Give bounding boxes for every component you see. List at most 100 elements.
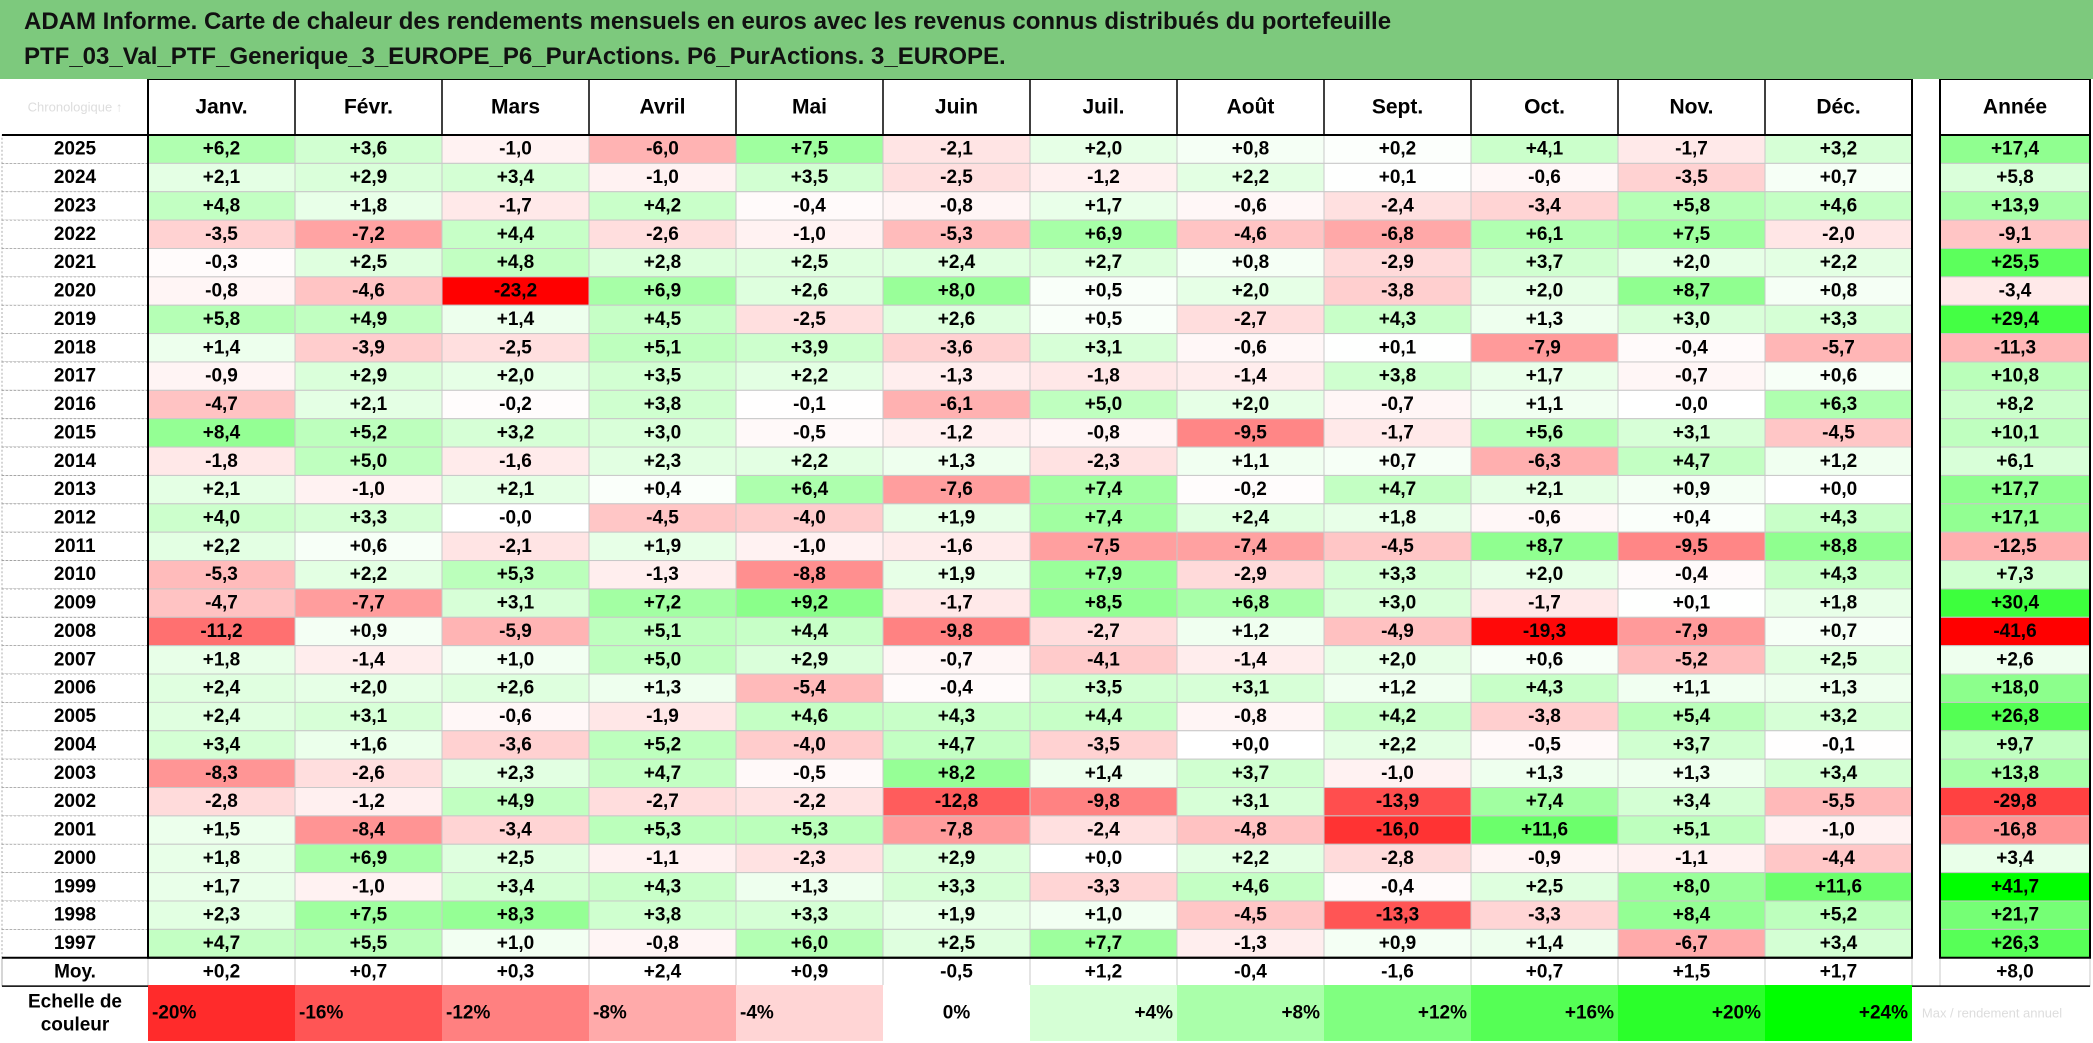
heat-value: +7,5 (1673, 224, 1711, 245)
heat-value: -1,7 (1381, 422, 1414, 443)
heat-value: -0,6 (1234, 195, 1267, 216)
heat-value: -0,9 (1528, 848, 1561, 869)
heat-value: -0,5 (793, 763, 826, 784)
heat-value: +3,7 (1673, 734, 1711, 755)
heat-value: +4,6 (791, 706, 829, 727)
annual-cell (1939, 446, 2091, 476)
average-value: +0,2 (203, 961, 241, 982)
heat-value: +3,2 (1820, 139, 1858, 160)
heat-cell (1764, 872, 1913, 902)
heat-value: -9,8 (1087, 791, 1120, 812)
heat-cell (588, 219, 737, 249)
heat-cell (441, 276, 590, 306)
heat-value: -23,2 (494, 281, 537, 302)
heat-cell (294, 673, 443, 703)
heat-value: +1,1 (1526, 394, 1564, 415)
heat-value: +0,7 (1820, 621, 1858, 642)
heat-value: +0,5 (1085, 281, 1123, 302)
annual-value: +29,4 (1991, 309, 2040, 330)
heat-value: -1,8 (205, 451, 238, 472)
month-header: Sept. (1372, 96, 1423, 119)
heat-cell (1470, 418, 1619, 448)
heat-value: +0,9 (1379, 933, 1417, 954)
heat-cell (1764, 560, 1913, 590)
heat-value: -19,3 (1523, 621, 1566, 642)
year-cell (1, 957, 149, 987)
heat-cell (147, 560, 296, 590)
heat-value: +1,2 (1379, 678, 1417, 699)
heat-cell (294, 134, 443, 164)
heat-cell (735, 900, 884, 930)
heat-value: +3,1 (350, 706, 388, 727)
heat-cell (1323, 588, 1472, 618)
average-value: +1,5 (1673, 961, 1711, 982)
heat-value: -0,7 (1381, 394, 1414, 415)
heat-cell (1764, 503, 1913, 533)
heat-value: -5,3 (940, 224, 973, 245)
heat-value: +1,9 (938, 564, 976, 585)
heat-value: +4,1 (1526, 139, 1564, 160)
scale-step-label: -4% (740, 1003, 774, 1024)
heat-cell (588, 815, 737, 845)
heat-cell (294, 560, 443, 590)
heat-value: +5,0 (1085, 394, 1123, 415)
heat-value: +1,6 (350, 734, 388, 755)
heat-value: +7,4 (1526, 791, 1564, 812)
heat-value: -0,2 (1234, 479, 1267, 500)
year-label: 2002 (54, 791, 96, 812)
heat-value: +1,4 (1085, 763, 1123, 784)
average-value: +1,2 (1085, 961, 1123, 982)
heat-cell (1176, 191, 1325, 221)
heat-value: -4,4 (1822, 848, 1855, 869)
heat-cell (588, 276, 737, 306)
annual-header: Année (1983, 96, 2047, 119)
heat-value: -8,8 (793, 564, 826, 585)
heat-cell (735, 815, 884, 845)
heat-cell (1470, 389, 1619, 420)
heat-cell (1764, 134, 1913, 164)
heat-value: -7,8 (940, 820, 973, 841)
heat-cell (147, 900, 296, 930)
annual-value: +10,8 (1991, 366, 2039, 387)
heat-value: -2,1 (940, 139, 973, 160)
heat-cell (1176, 247, 1325, 278)
heat-cell (1764, 361, 1913, 391)
heat-cell (882, 247, 1031, 278)
annual-cell (1939, 503, 2091, 533)
heat-value: +2,2 (1820, 252, 1858, 273)
heat-value: +3,8 (644, 905, 682, 926)
heat-cell (588, 900, 737, 930)
year-label: 2024 (54, 167, 97, 188)
year-cell (1, 418, 149, 448)
heat-cell (882, 843, 1031, 874)
average-cell (735, 957, 884, 987)
heat-cell (588, 928, 737, 959)
scale-swatch (1030, 985, 1177, 1041)
heat-value: -3,9 (352, 337, 385, 358)
heat-value: +0,7 (1379, 451, 1417, 472)
heat-value: +3,3 (791, 905, 829, 926)
heat-cell (1617, 843, 1766, 874)
year-cell (1, 219, 149, 249)
heat-value: +8,8 (1820, 536, 1858, 557)
heat-value: +0,1 (1379, 337, 1417, 358)
heat-value: -2,6 (352, 763, 385, 784)
scale-swatch (589, 985, 736, 1041)
year-label: 2004 (54, 734, 97, 755)
heat-value: -1,7 (499, 195, 532, 216)
heat-cell (1764, 276, 1913, 306)
heat-cell (1764, 304, 1913, 335)
average-value: +0,7 (350, 961, 388, 982)
year-label: 2008 (54, 621, 96, 642)
average-value: +2,4 (644, 961, 682, 982)
heat-cell (1764, 588, 1913, 618)
report-title-line1: ADAM Informe. Carte de chaleur des rende… (24, 8, 1392, 35)
heat-cell (1176, 872, 1325, 902)
annual-value: -16,8 (1993, 820, 2036, 841)
heat-cell (1323, 787, 1472, 817)
year-cell (1, 560, 149, 590)
heat-value: +1,7 (1526, 366, 1564, 387)
heat-cell (147, 219, 296, 249)
scale-step-label: +20% (1712, 1003, 1761, 1024)
heat-cell (735, 645, 884, 675)
